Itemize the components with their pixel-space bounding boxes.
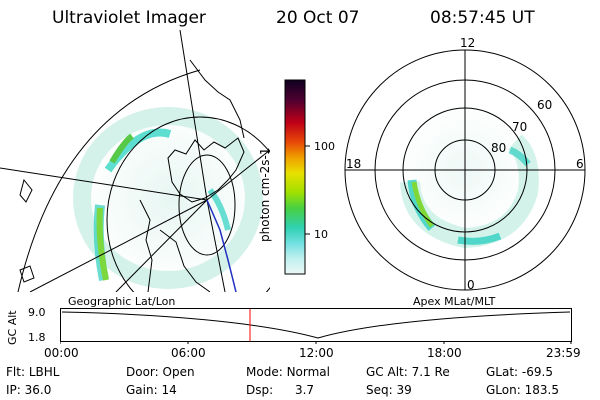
- lat-label-80: 80: [491, 141, 507, 155]
- colorbar: [284, 79, 310, 275]
- geographic-map: [0, 30, 270, 292]
- altitude-panel: [60, 308, 572, 344]
- colorbar-gradient: [284, 79, 306, 275]
- altitude-ylabel: GC Alt: [6, 310, 19, 345]
- aurora-arc-upper-bright: [109, 133, 134, 164]
- glat-value: -69.5: [521, 365, 553, 379]
- glat-info: GLat: -69.5: [486, 365, 553, 379]
- mlt-label-6: 6: [576, 157, 584, 171]
- app-title: Ultraviolet Imager: [52, 8, 206, 28]
- colorbar-unit-label: photon cm-2s-1: [258, 147, 272, 243]
- filter-label: Flt:: [6, 365, 25, 379]
- coastline-east: [189, 59, 245, 139]
- dsp-info: Dsp: 3.7: [246, 383, 314, 397]
- mode-info: Mode: Normal: [246, 365, 330, 379]
- meridian-4: [206, 149, 270, 201]
- dsp-value: 3.7: [294, 383, 315, 397]
- coastline-island-2: [19, 265, 35, 283]
- glon-info: GLon: 183.5: [486, 383, 559, 397]
- aurora-arc-left-bright: [96, 207, 109, 281]
- mlt-label-12: 12: [460, 36, 476, 50]
- altitude-xtick-2: 12:00: [299, 346, 334, 360]
- glon-label: GLon:: [486, 383, 521, 397]
- altitude-frame: [60, 308, 572, 342]
- lat-label-70: 70: [512, 120, 528, 134]
- date-label: 20 Oct 07: [276, 8, 360, 28]
- aurora-band: [73, 107, 263, 289]
- gain-label: Gain:: [126, 383, 158, 397]
- door-label: Door:: [126, 365, 159, 379]
- mode-value: Normal: [286, 365, 330, 379]
- dsp-label: Dsp:: [246, 383, 274, 397]
- meridian-2: [29, 199, 208, 292]
- glat-label: GLat:: [486, 365, 519, 379]
- coastline-south: [159, 229, 211, 292]
- aurora-arc-center: [207, 188, 231, 231]
- meridian-6: [115, 199, 208, 292]
- ip-info: IP: 36.0: [6, 383, 51, 397]
- altitude-xtick-0: 00:00: [44, 346, 79, 360]
- lat-label-60: 60: [537, 98, 553, 112]
- gain-value: 14: [161, 383, 177, 397]
- meridian-5: [206, 199, 226, 292]
- coastline-island-1: [19, 178, 33, 203]
- seq-info: Seq: 39: [366, 383, 412, 397]
- geographic-map-label: Geographic Lat/Lon: [68, 295, 176, 308]
- door-value: Open: [162, 365, 195, 379]
- ip-value: 36.0: [24, 383, 52, 397]
- gain-info: Gain: 14: [126, 383, 177, 397]
- lat-circle-inner: [178, 154, 236, 256]
- aurora-midnight-arc: [457, 232, 502, 245]
- coastline-north: [167, 137, 245, 203]
- time-label: 08:57:45 UT: [430, 8, 535, 28]
- coastline-west: [139, 199, 153, 292]
- meridian-1: [0, 167, 208, 201]
- altitude-xtick-3: 18:00: [427, 346, 462, 360]
- glon-value: 183.5: [524, 383, 559, 397]
- ip-label: IP:: [6, 383, 21, 397]
- altitude-ytick-1-8: 1.8: [28, 331, 46, 344]
- meridian-3: [179, 30, 208, 201]
- polar-plot-label: Apex MLat/MLT: [413, 295, 496, 308]
- altitude-xtick-4: 23:59: [546, 346, 581, 360]
- mode-label: Mode:: [246, 365, 283, 379]
- coastline-blue: [206, 199, 237, 292]
- gcalt-label: GC Alt:: [366, 365, 408, 379]
- mlt-label-18: 18: [346, 157, 362, 171]
- lat-circle-mid: [106, 116, 270, 292]
- polar-plot: [344, 49, 586, 291]
- seq-label: Seq:: [366, 383, 393, 397]
- lat-circle-outer: [17, 69, 201, 292]
- gcalt-value: 7.1 Re: [411, 365, 450, 379]
- altitude-ytick-9: 9.0: [28, 306, 46, 319]
- mlt-label-0: 0: [467, 278, 475, 292]
- colorbar-tick-100: 100: [314, 140, 335, 153]
- door-info: Door: Open: [126, 365, 195, 379]
- aurora-dusk-bright: [411, 181, 435, 228]
- filter-value: LBHL: [28, 365, 60, 379]
- gcalt-info: GC Alt: 7.1 Re: [366, 365, 450, 379]
- filter-info: Flt: LBHL: [6, 365, 59, 379]
- colorbar-tick-10: 10: [314, 228, 328, 241]
- altitude-curve: [61, 311, 571, 339]
- seq-value: 39: [396, 383, 412, 397]
- altitude-xtick-1: 06:00: [171, 346, 206, 360]
